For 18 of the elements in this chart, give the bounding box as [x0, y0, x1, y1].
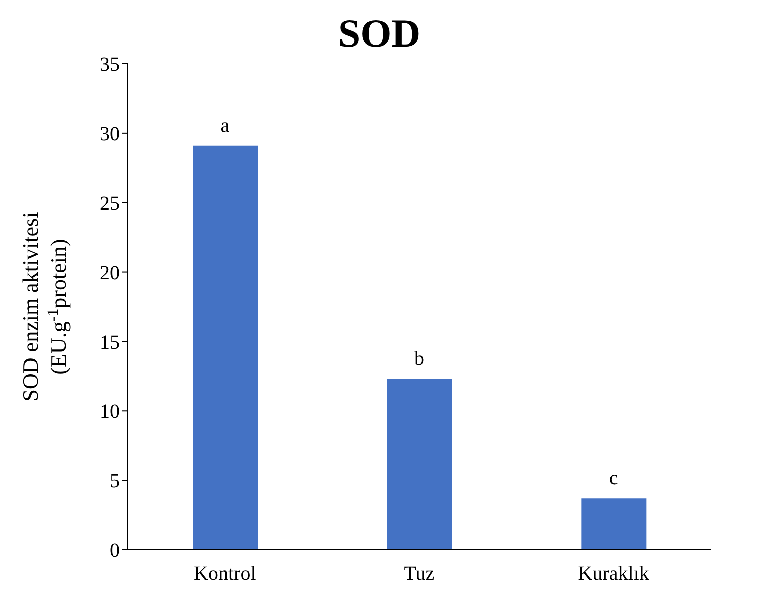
y-tick-label: 15	[100, 332, 120, 354]
chart-title: SOD	[338, 11, 421, 56]
y-tick-label: 10	[100, 401, 120, 424]
x-tick-label: Tuz	[404, 563, 435, 586]
bar	[387, 379, 452, 550]
annotation: c	[609, 468, 618, 490]
annotation: b	[414, 348, 424, 370]
bar	[582, 498, 647, 550]
x-tick-label: Kuraklık	[578, 563, 650, 586]
y-tick-label: 0	[110, 540, 120, 562]
y-tick-label: 5	[110, 470, 120, 493]
annotation: a	[220, 114, 230, 137]
y-tick-label: 35	[100, 54, 120, 76]
y-tick-label: 20	[100, 262, 120, 284]
bar	[193, 146, 258, 550]
y-tick-label: 30	[100, 124, 120, 146]
x-tick-label: Kontrol	[194, 563, 257, 586]
y-tick-label: 25	[100, 192, 120, 215]
